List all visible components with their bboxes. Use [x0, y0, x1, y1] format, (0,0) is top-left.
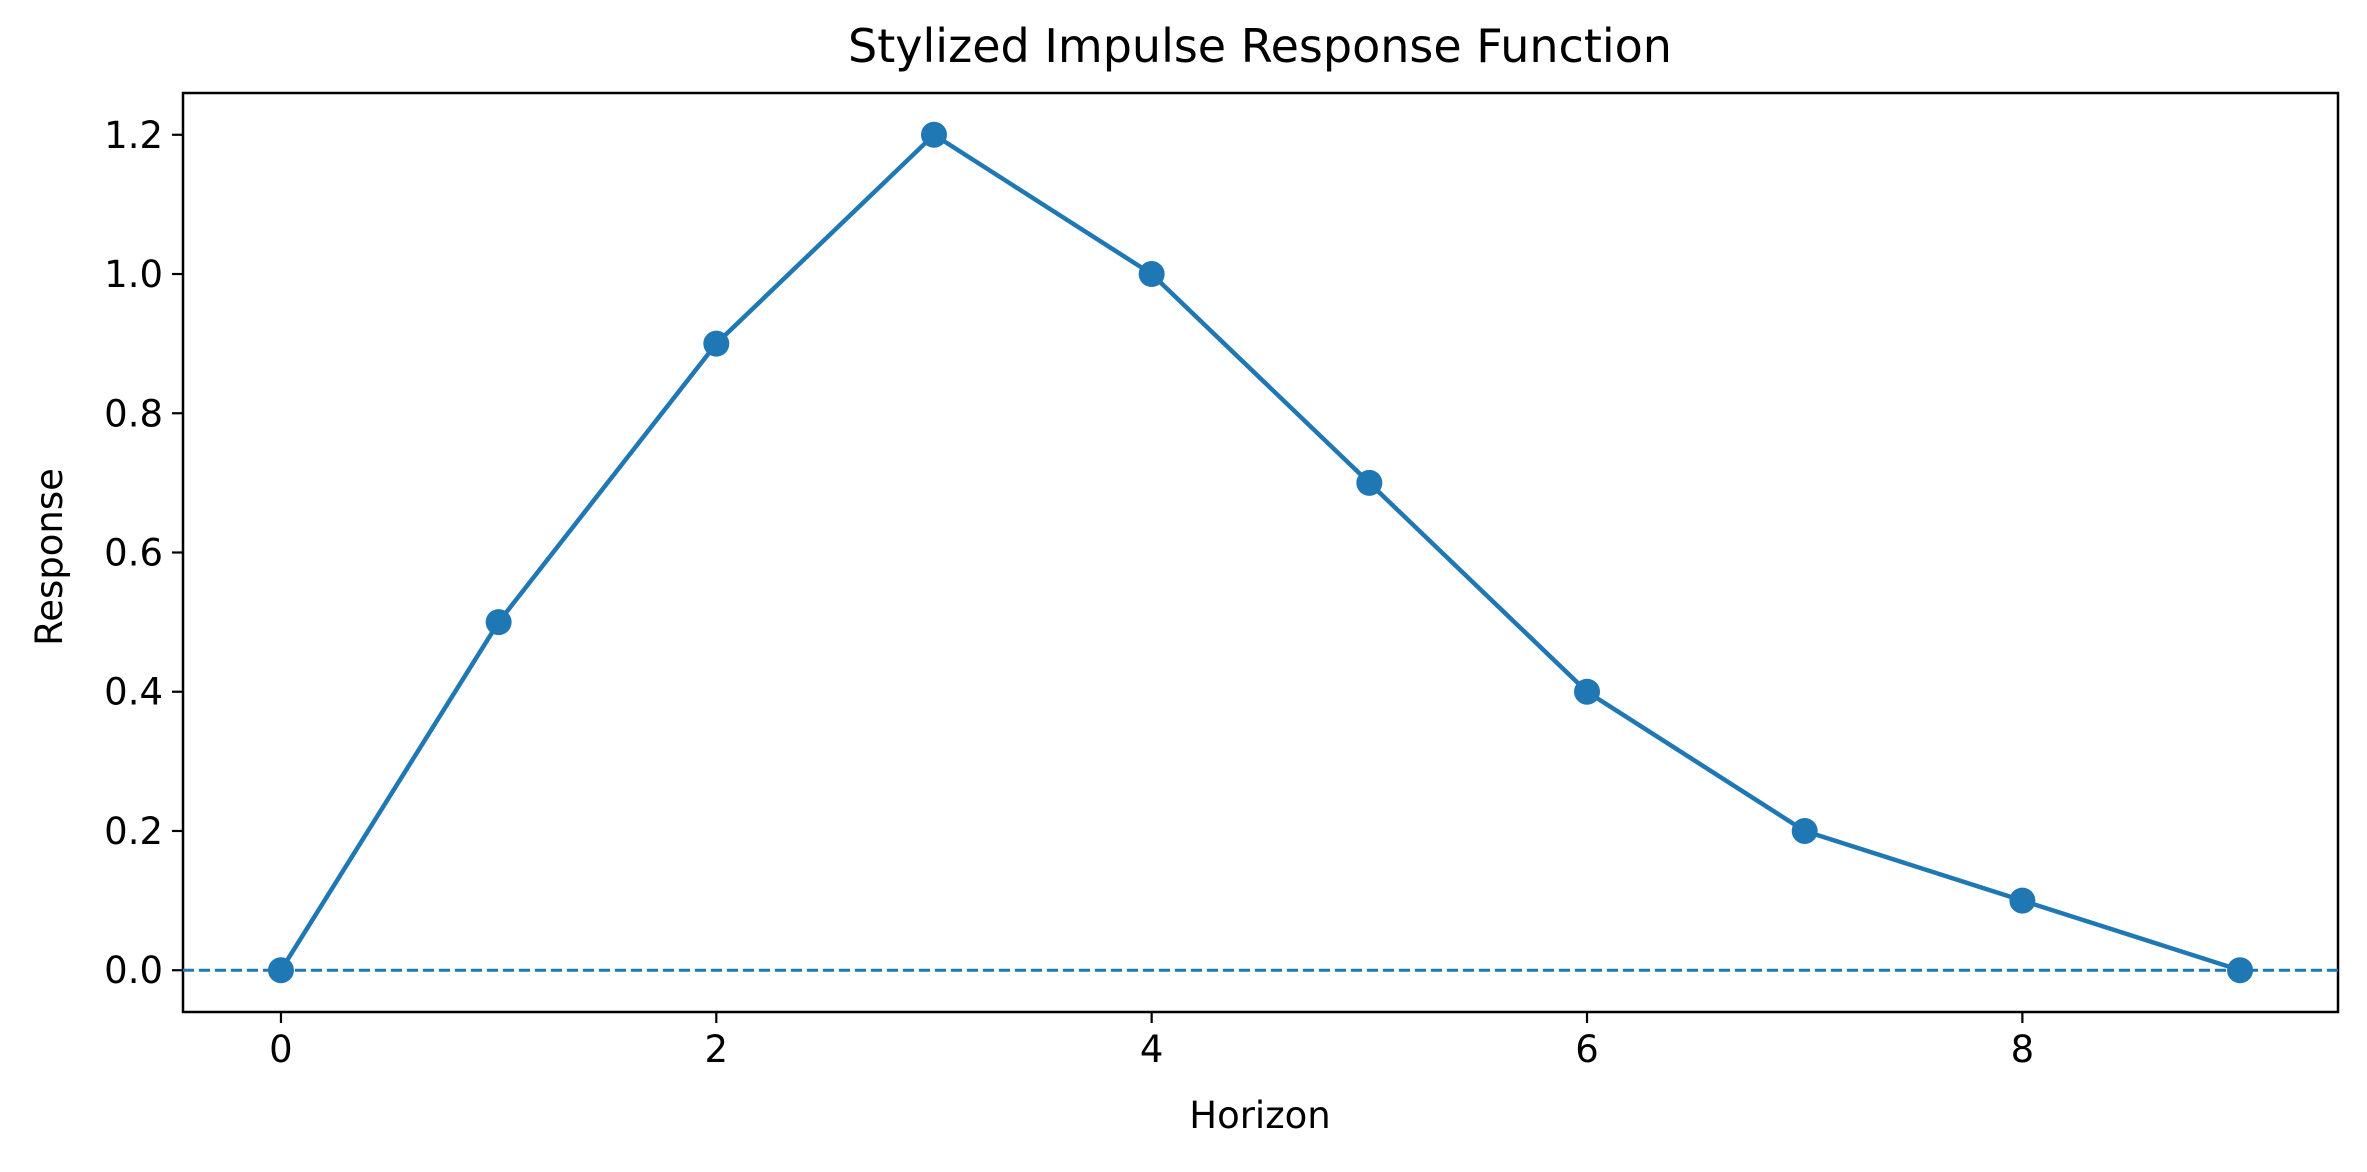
data-point — [485, 609, 512, 636]
plot-area — [181, 91, 2340, 1014]
data-point — [1138, 261, 1165, 288]
y-axis-label: Response — [28, 468, 71, 646]
y-tick-label: 0.8 — [104, 392, 163, 435]
axes-border — [181, 91, 2340, 1014]
data-point — [1574, 678, 1601, 705]
x-tick-label: 2 — [705, 1028, 729, 1071]
x-axis-label: Horizon — [1189, 1094, 1330, 1137]
data-point — [2227, 957, 2254, 984]
data-point — [267, 957, 294, 984]
data-point — [1356, 469, 1383, 496]
chart-title: Stylized Impulse Response Function — [848, 19, 1672, 73]
x-tick-label: 0 — [269, 1028, 293, 1071]
y-tick-label: 1.0 — [104, 253, 163, 296]
x-tick-label: 4 — [1140, 1028, 1164, 1071]
data-point — [2009, 887, 2036, 914]
y-tick-label: 1.2 — [104, 114, 163, 157]
y-tick-label: 0.6 — [104, 532, 163, 575]
y-tick-label: 0.0 — [104, 949, 163, 992]
data-point — [703, 330, 730, 357]
data-point — [1791, 817, 1818, 844]
x-tick-label: 6 — [1575, 1028, 1599, 1071]
data-point — [920, 121, 947, 148]
x-axis-ticks: 0 2 4 6 8 — [269, 1012, 2034, 1071]
y-tick-label: 0.4 — [104, 671, 163, 714]
series-1-line — [277, 132, 2243, 974]
series-layer — [267, 121, 2254, 984]
y-axis-ticks: 0.0 0.2 0.4 0.6 0.8 1.0 1.2 — [104, 114, 183, 992]
x-tick-label: 8 — [2011, 1028, 2035, 1071]
y-tick-label: 0.2 — [104, 810, 163, 853]
